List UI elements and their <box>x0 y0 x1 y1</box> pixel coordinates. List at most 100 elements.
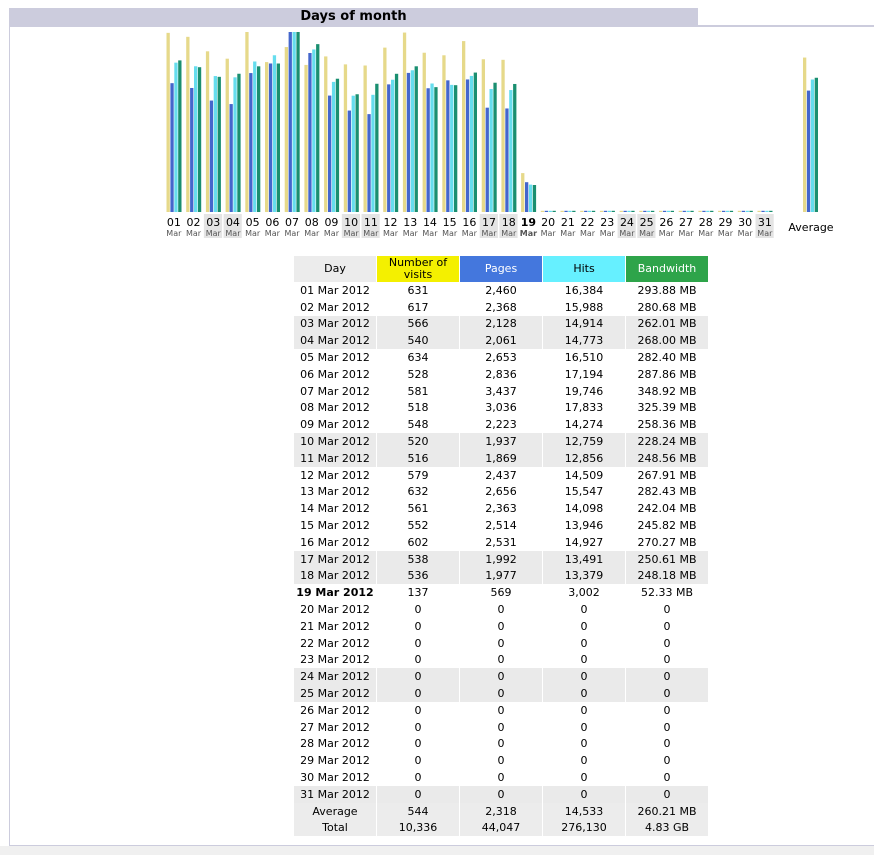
col-header-bandwidth[interactable]: Bandwidth <box>626 256 708 282</box>
cell-day: 04 Mar 2012 <box>294 332 376 350</box>
cell-pages: 0 <box>497 603 505 617</box>
x-tick-label: 29 <box>718 216 732 229</box>
weekend-label-bg <box>755 214 774 238</box>
x-tick-sublabel: Mar <box>344 229 360 238</box>
bar-pages-13 <box>406 72 411 213</box>
table-row: 07 Mar 2012 581 3,437 19,746 348.92 MB <box>294 383 708 400</box>
col-header-pages[interactable]: Pages <box>460 256 542 282</box>
cell-pages: 2,460 <box>485 283 517 297</box>
x-tick-sublabel: Mar <box>245 229 261 238</box>
bar-hits-11 <box>371 94 375 212</box>
cell-bandwidth: 248.18 MB <box>626 567 708 585</box>
cell-bandwidth: 242.04 MB <box>637 502 697 516</box>
cell-hits: 0 <box>580 754 588 768</box>
cell-day: 06 Mar 2012 <box>300 367 370 381</box>
cell-bandwidth: 262.01 MB <box>626 315 708 333</box>
table-row: 09 Mar 2012 548 2,223 14,274 258.36 MB <box>294 416 708 433</box>
bar-hits-06 <box>272 55 277 213</box>
cell-visits: 0 <box>414 636 422 650</box>
cell-day: 10 Mar 2012 <box>294 433 376 450</box>
x-tick-label: 26 <box>659 216 673 229</box>
x-tick-label: 13 <box>403 216 417 229</box>
x-tick-label: 03 <box>206 216 220 229</box>
x-tick-label: 19 <box>521 216 536 229</box>
cell-hits: 0 <box>543 668 625 686</box>
bar-bandwidth-14 <box>434 87 438 212</box>
section-header: Days of month <box>9 8 698 26</box>
cell-hits: 14,509 <box>564 468 604 482</box>
bar-number-of-visits-17 <box>481 59 485 213</box>
cell-visits: 0 <box>414 737 422 751</box>
x-tick-label: 22 <box>581 216 595 229</box>
cell-hits: 19,746 <box>564 384 604 398</box>
bar-hits-20 <box>548 210 552 212</box>
cell-bandwidth: 52.33 MB <box>640 586 694 600</box>
x-tick-label: 27 <box>679 216 693 229</box>
cell-visits: 0 <box>414 720 422 734</box>
cell-hits: 17,194 <box>564 367 604 381</box>
bar-number-of-visits-11 <box>363 65 367 212</box>
bar-bandwidth-18 <box>513 83 517 212</box>
bar-hits-average <box>810 79 815 213</box>
cell-day: 20 Mar 2012 <box>300 603 370 617</box>
cell-day: 07 Mar 2012 <box>300 384 370 398</box>
cell-pages: 569 <box>490 586 512 600</box>
cell-visits: 566 <box>377 315 459 333</box>
weekend-label-bg <box>361 214 380 238</box>
cell-bandwidth: 0 <box>663 603 671 617</box>
table-row: 13 Mar 2012 632 2,656 15,547 282.43 MB <box>294 484 708 501</box>
cell-visits: 0 <box>377 685 459 702</box>
x-tick-sublabel: Mar <box>383 229 399 238</box>
weekend-label-bg <box>223 214 242 238</box>
table-row: 28 Mar 2012 0 0 0 0 <box>294 736 708 753</box>
x-tick-sublabel: Mar <box>541 229 557 238</box>
col-header-visits[interactable]: Number of visits <box>377 256 459 282</box>
x-tick-label: 17 <box>482 216 496 229</box>
cell-hits: 15,547 <box>564 485 604 499</box>
cell-bandwidth: 0 <box>663 653 671 667</box>
bar-bandwidth-10 <box>355 94 359 212</box>
bar-pages-22 <box>584 210 588 212</box>
bar-number-of-visits-03 <box>205 51 210 213</box>
bar-hits-08 <box>312 49 316 212</box>
total-label: Total <box>294 819 376 837</box>
table-row: 03 Mar 2012 566 2,128 14,914 262.01 MB <box>294 315 708 333</box>
x-tick-label: 05 <box>246 216 260 229</box>
average-bandwidth: 260.21 MB <box>626 802 708 820</box>
cell-hits: 14,098 <box>564 502 604 516</box>
cell-hits: 0 <box>580 737 588 751</box>
x-tick-label: 10 <box>344 216 358 229</box>
x-tick-label: 28 <box>699 216 713 229</box>
header-rule <box>698 25 874 26</box>
cell-visits: 634 <box>407 351 429 365</box>
cell-visits: 538 <box>377 550 459 568</box>
col-header-hits[interactable]: Hits <box>543 256 625 282</box>
bar-bandwidth-08 <box>316 44 320 212</box>
cell-pages: 0 <box>497 771 505 784</box>
x-tick-sublabel: Mar <box>304 229 320 238</box>
table-row: 22 Mar 2012 0 0 0 0 <box>294 635 708 652</box>
cell-day: 12 Mar 2012 <box>300 468 370 482</box>
cell-visits: 137 <box>407 586 429 600</box>
bar-hits-05 <box>253 61 257 212</box>
bar-bandwidth-05 <box>257 66 261 212</box>
cell-hits: 14,914 <box>543 315 625 333</box>
cell-pages: 0 <box>460 668 542 686</box>
bar-hits-07 <box>292 32 296 212</box>
bar-hits-16 <box>469 75 474 213</box>
bar-pages-24 <box>623 210 627 212</box>
col-header-day[interactable]: Day <box>294 256 376 282</box>
cell-visits: 581 <box>407 384 429 398</box>
bar-pages-28 <box>702 210 706 212</box>
cell-day: 31 Mar 2012 <box>294 785 376 803</box>
cell-day: 28 Mar 2012 <box>300 737 370 751</box>
total-pages: 44,047 <box>460 819 542 837</box>
cell-day: 29 Mar 2012 <box>300 754 370 768</box>
bar-pages-20 <box>544 210 548 212</box>
x-tick-sublabel: Mar <box>285 229 301 238</box>
cell-pages: 2,128 <box>460 315 542 333</box>
bar-pages-02 <box>190 87 194 212</box>
bar-hits-18 <box>509 90 513 212</box>
bar-number-of-visits-average <box>803 57 807 212</box>
bar-number-of-visits-21 <box>560 210 564 212</box>
